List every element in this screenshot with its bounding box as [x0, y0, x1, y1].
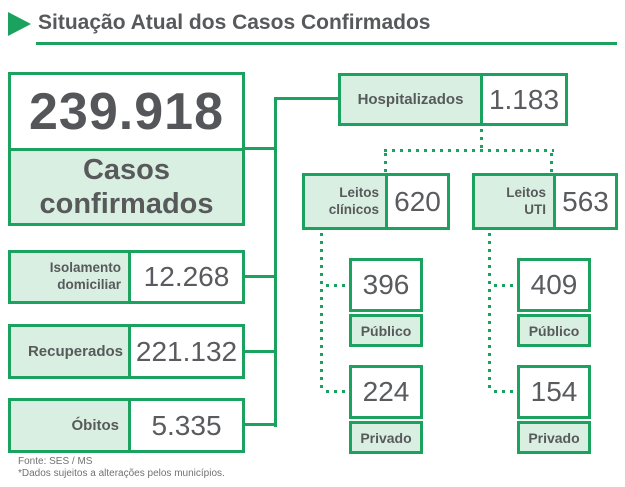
icu-beds-value: 563: [562, 185, 609, 217]
page-title: Situação Atual dos Casos Confirmados: [38, 11, 431, 34]
dotted-hospitalized-down: [480, 129, 483, 148]
hospitalized-label: Hospitalizados: [341, 76, 483, 123]
clinical-beds-box: Leitos clínicos 620: [302, 173, 450, 230]
dotted-clinical-vertical: [320, 233, 323, 391]
confirmed-cases-label: Casos confirmados: [11, 148, 242, 223]
recovered-label: Recuperados: [11, 327, 131, 376]
dotted-into-icu-beds: [550, 153, 553, 172]
deaths-label: Óbitos: [11, 401, 131, 450]
clinical-beds-label: Leitos clínicos: [305, 176, 388, 227]
recovered-value: 221.132: [135, 335, 238, 367]
dotted-beds-horizontal: [384, 149, 554, 152]
clinical-public-box: 396 Público: [349, 258, 423, 347]
icu-private-box: 154 Privado: [517, 365, 591, 454]
clinical-public-label: Público: [349, 314, 423, 347]
deaths-value: 5.335: [151, 409, 222, 441]
clinical-private-value: 224: [349, 365, 423, 419]
clinical-private-label: Privado: [349, 421, 423, 454]
footer-source: Fonte: SES / MS: [18, 456, 93, 467]
icu-public-box: 409 Público: [517, 258, 591, 347]
clinical-private-box: 224 Privado: [349, 365, 423, 454]
icu-private-label: Privado: [517, 421, 591, 454]
dotted-icu-vertical: [488, 233, 491, 391]
title-underline: [36, 42, 617, 45]
footer-note: *Dados sujeitos a alterações pelos munic…: [18, 468, 225, 479]
connector-tree-vertical: [274, 97, 277, 427]
icu-public-value: 409: [517, 258, 591, 312]
footer: Fonte: SES / MS *Dados sujeitos a altera…: [18, 456, 225, 480]
connector-tree-to-recovered: [244, 350, 274, 353]
dotted-into-clinical-beds: [384, 153, 387, 172]
clinical-beds-value: 620: [394, 185, 441, 217]
dotted-clinical-to-public: [326, 284, 348, 287]
connector-tree-to-deaths: [244, 423, 274, 426]
connector-main-to-tree: [244, 147, 277, 150]
home-isolation-value: 12.268: [143, 261, 230, 292]
connector-tree-to-hospitalized: [277, 97, 338, 100]
icu-public-label: Público: [517, 314, 591, 347]
clinical-public-value: 396: [349, 258, 423, 312]
dotted-icu-to-public: [494, 284, 516, 287]
icu-beds-label: Leitos UTI: [475, 176, 556, 227]
icu-private-value: 154: [517, 365, 591, 419]
recovered-box: Recuperados 221.132: [8, 324, 245, 379]
deaths-box: Óbitos 5.335: [8, 398, 245, 453]
hospitalized-box: Hospitalizados 1.183: [338, 73, 568, 126]
confirmed-cases-value: 239.918: [29, 82, 224, 141]
home-isolation-box: Isolamento domiciliar 12.268: [8, 250, 245, 304]
hospitalized-value: 1.183: [488, 83, 560, 115]
dotted-icu-to-private: [494, 390, 516, 393]
title-arrow-icon: [8, 12, 31, 36]
connector-tree-to-isolation: [244, 275, 274, 278]
dotted-clinical-to-private: [326, 390, 348, 393]
confirmed-cases-box: 239.918 Casos confirmados: [8, 72, 245, 226]
home-isolation-label: Isolamento domiciliar: [11, 253, 131, 301]
icu-beds-box: Leitos UTI 563: [472, 173, 618, 230]
